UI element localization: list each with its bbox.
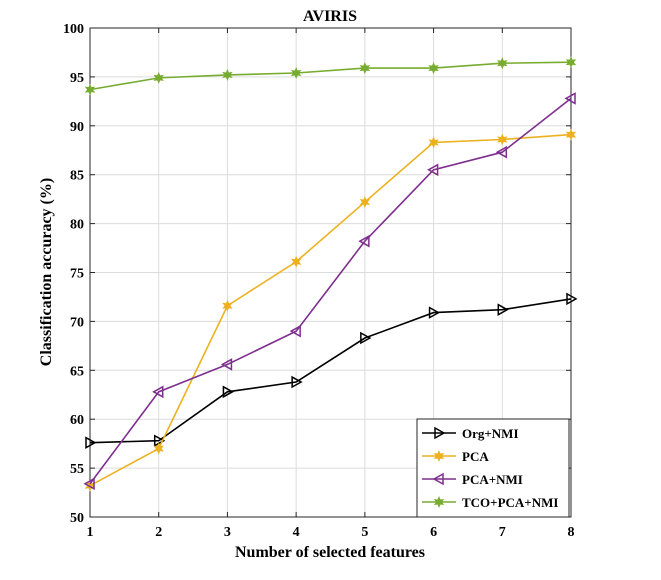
data-point <box>153 434 166 447</box>
y-tick-label: 70 <box>70 315 84 330</box>
chart-title: AVIRIS <box>303 8 357 25</box>
legend-label: Org+NMI <box>462 426 519 441</box>
data-point <box>359 196 371 209</box>
x-tick-label: 3 <box>224 525 231 540</box>
data-point <box>153 71 164 84</box>
x-axis-label: Number of selected features <box>235 544 425 561</box>
x-tick-label: 6 <box>430 525 437 540</box>
series-line <box>89 97 572 485</box>
series-0 <box>85 292 578 449</box>
data-point <box>360 331 372 345</box>
data-point <box>495 145 508 159</box>
legend-label: PCA+NMI <box>462 472 523 487</box>
y-tick-label: 65 <box>70 364 84 379</box>
data-point <box>497 303 509 316</box>
series-3 <box>84 56 577 96</box>
x-tick-label: 7 <box>499 525 506 540</box>
data-point <box>497 133 508 146</box>
data-point <box>564 92 576 105</box>
data-point <box>290 255 302 268</box>
data-point <box>289 324 301 338</box>
y-tick-label: 80 <box>70 218 84 233</box>
data-point <box>152 385 164 399</box>
data-point <box>497 57 508 70</box>
legend-entry: Org+NMI <box>422 426 519 441</box>
y-tick-label: 90 <box>70 120 84 135</box>
data-point <box>359 62 371 75</box>
y-tick-label: 100 <box>63 22 84 37</box>
ticks: 50 55 60 65 70 75 80 85 90 95 100 1 2 3 4 5 6 7 8 <box>63 22 575 540</box>
x-tick-label: 5 <box>361 525 368 540</box>
series-group <box>83 56 578 492</box>
x-tick-label: 4 <box>293 525 300 540</box>
legend-label: PCA <box>462 449 489 464</box>
x-tick-label: 2 <box>155 525 162 540</box>
y-tick-label: 50 <box>70 511 84 526</box>
legend-marker <box>433 495 445 509</box>
data-point <box>84 83 96 96</box>
data-point <box>222 299 233 312</box>
data-point <box>565 128 577 141</box>
x-tick-label: 8 <box>568 525 575 540</box>
y-tick-label: 60 <box>70 413 84 428</box>
series-line <box>89 61 572 91</box>
data-point <box>358 234 370 248</box>
data-point <box>220 358 233 371</box>
data-point <box>428 306 441 319</box>
series-1 <box>84 128 577 492</box>
data-point <box>428 62 439 75</box>
series-line <box>89 133 572 487</box>
legend-marker <box>432 472 444 486</box>
legend-entry: TCO+PCA+NMI <box>422 495 558 510</box>
data-point <box>222 385 234 399</box>
data-point <box>566 292 578 306</box>
y-tick-label: 85 <box>70 169 84 184</box>
data-point <box>428 136 439 149</box>
legend-marker <box>434 426 446 440</box>
series-line <box>89 298 572 444</box>
data-point <box>222 68 233 81</box>
y-tick-label: 55 <box>70 462 84 477</box>
legend-marker <box>433 449 445 463</box>
data-point <box>427 163 439 177</box>
data-point <box>290 66 302 80</box>
data-point <box>83 477 95 491</box>
data-point <box>565 56 577 69</box>
x-tick-label: 1 <box>87 525 94 540</box>
legend-label: TCO+PCA+NMI <box>462 495 558 510</box>
y-axis-label: Classification accuracy (%) <box>38 178 55 366</box>
data-point <box>153 442 164 455</box>
legend: Org+NMI PCA PCA+NMI TCO+PCA+NMI <box>416 418 570 518</box>
y-tick-label: 95 <box>70 71 84 86</box>
data-point <box>85 436 97 449</box>
y-tick-label: 75 <box>70 267 84 282</box>
series-2 <box>83 92 576 491</box>
data-point <box>291 375 303 389</box>
legend-entry: PCA <box>422 449 489 464</box>
legend-entry: PCA+NMI <box>422 472 523 487</box>
